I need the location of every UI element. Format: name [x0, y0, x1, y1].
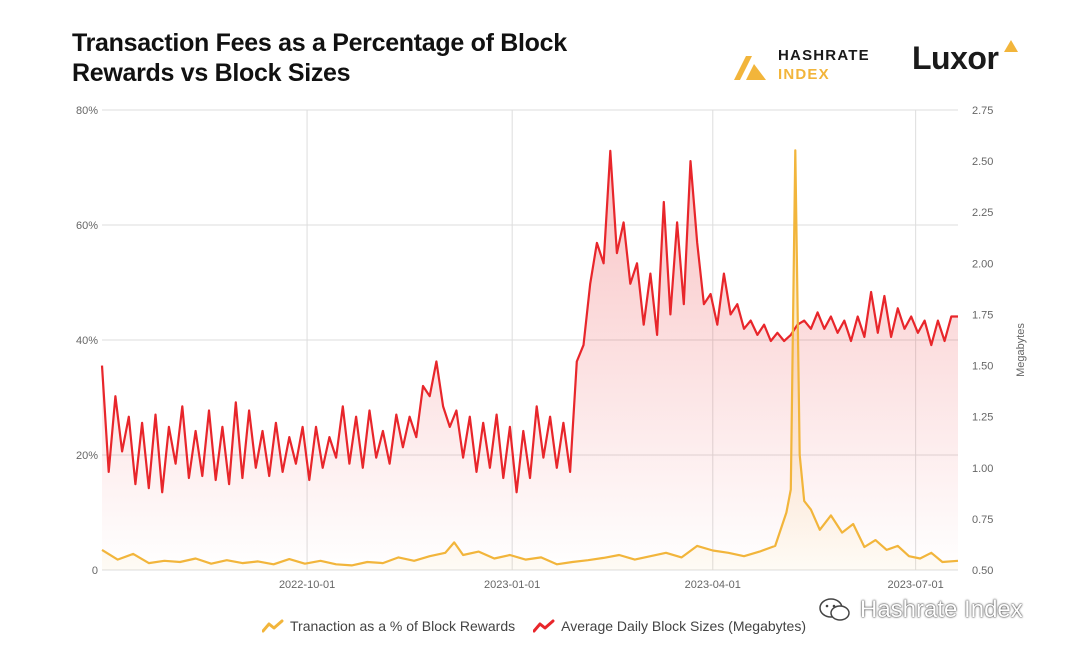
right-tick-label: 2.00 [972, 258, 993, 270]
series-line-fees [101, 149, 959, 567]
x-tick-label: 2023-04-01 [685, 579, 741, 591]
wechat-icon [819, 598, 850, 621]
right-tick-label: 2.25 [972, 207, 993, 219]
legend-label-blocks: Average Daily Block Sizes (Megabytes) [561, 618, 806, 634]
legend-line-icon-fees [262, 619, 284, 633]
x-tick-label: 2023-01-01 [484, 579, 540, 591]
right-axis-label: Megabytes [1015, 323, 1027, 377]
right-tick-label: 1.25 [972, 412, 993, 424]
legend-item-blocks[interactable]: Average Daily Block Sizes (Megabytes) [533, 618, 806, 634]
hashrate-logo-icon [734, 56, 766, 80]
left-tick-label: 40% [76, 335, 98, 347]
chart-title-line1: Transaction Fees as a Percentage of Bloc… [72, 29, 567, 57]
luxor-word: Luxor [912, 40, 999, 76]
axis-labels: 0 20% 40% 60% 80% 0.50 0.75 1.00 1.25 1.50 1.75 2.0… [76, 105, 1027, 591]
hashrate-index-logo: HASHRATE INDEX [732, 46, 870, 84]
right-tick-label: 2.75 [972, 105, 993, 117]
chart-title-line2: Rewards vs Block Sizes [72, 59, 351, 87]
right-tick-label: 0.75 [972, 514, 993, 526]
series-areas [102, 150, 958, 571]
legend-label-fees: Tranaction as a % of Block Rewards [290, 618, 516, 634]
right-tick-label: 1.00 [972, 463, 993, 475]
chart-legend: Tranaction as a % of Block Rewards Avera… [262, 618, 816, 634]
left-tick-label: 80% [76, 105, 98, 117]
right-tick-label: 1.50 [972, 361, 993, 373]
series-area-block-sizes [102, 150, 958, 570]
watermark-text: Hashrate Index [860, 596, 1023, 623]
series-lines [100, 149, 959, 567]
legend-item-fees[interactable]: Tranaction as a % of Block Rewards [262, 618, 515, 634]
right-tick-label: 2.50 [972, 156, 993, 168]
index-word: INDEX [778, 66, 830, 83]
right-tick-label: 0.50 [972, 565, 993, 577]
x-tick-label: 2023-07-01 [888, 579, 944, 591]
series-line-block-sizes [100, 149, 958, 494]
luxor-triangle-icon [1004, 40, 1018, 52]
luxor-logo: Luxor [912, 40, 1018, 77]
left-tick-label: 0 [92, 565, 98, 577]
left-tick-label: 20% [76, 450, 98, 462]
right-tick-label: 1.75 [972, 309, 993, 321]
legend-line-icon-blocks [533, 619, 555, 633]
hashrate-word: HASHRATE [778, 47, 870, 64]
chart-title: Transaction Fees as a Percentage of Bloc… [72, 28, 632, 88]
x-tick-label: 2022-10-01 [279, 579, 335, 591]
left-tick-label: 60% [76, 220, 98, 232]
watermark: Hashrate Index [818, 596, 1023, 624]
